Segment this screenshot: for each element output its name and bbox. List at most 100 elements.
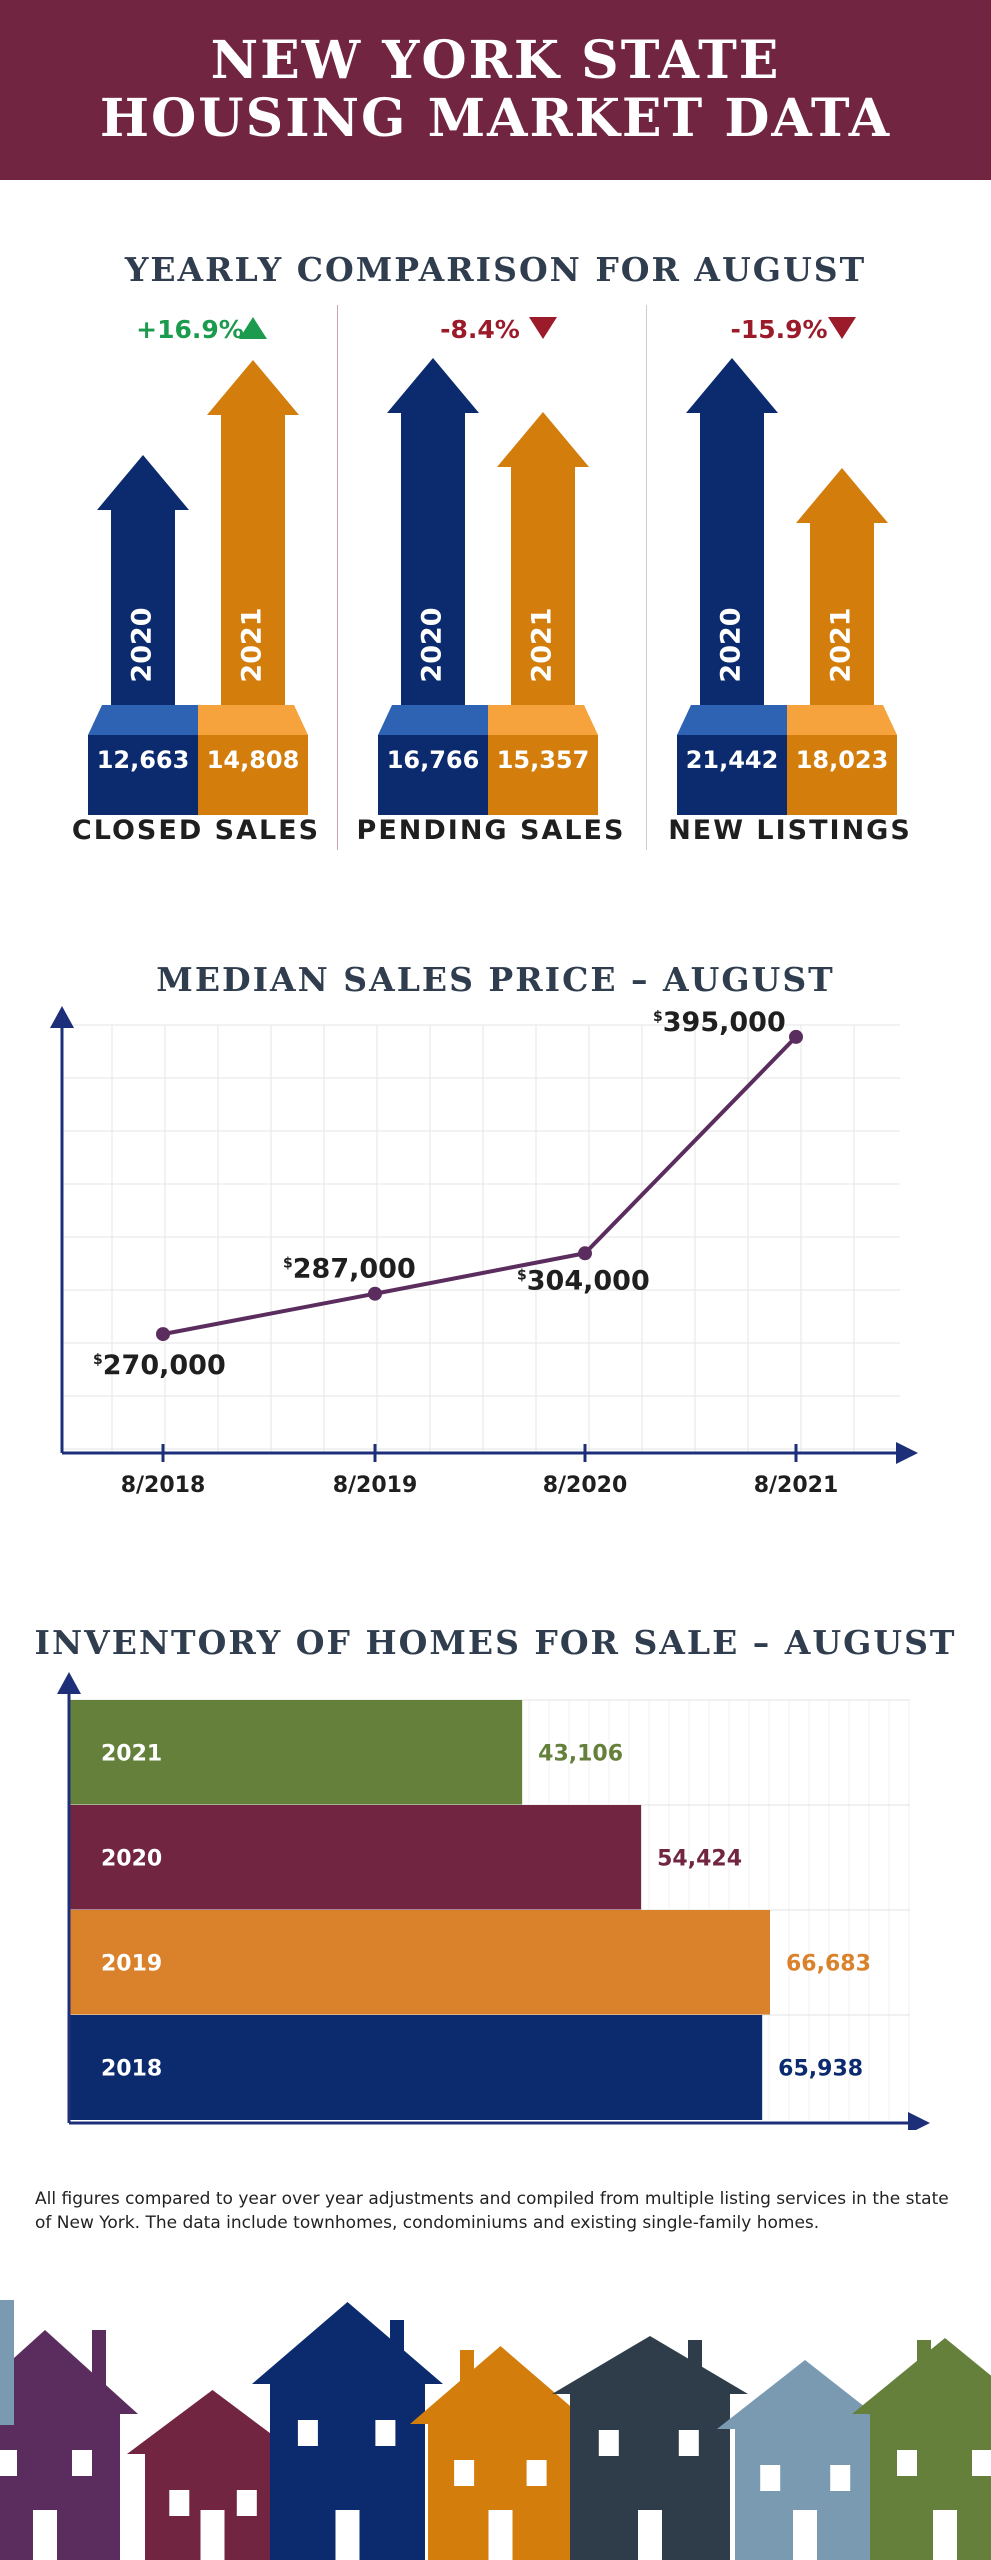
inventory-bar [69,1700,523,1805]
price-label: $304,000 [517,1265,650,1296]
chimney [0,2300,14,2425]
shelf-2021-new-listings [787,705,897,735]
triangle-down-icon [828,317,856,339]
block-2020-pending-sales [378,735,488,815]
x-axis-arrow-icon [896,1442,918,1464]
roof [852,2338,991,2414]
roof [252,2302,443,2384]
block-2021-new-listings [787,735,897,815]
roof [552,2336,748,2394]
x-tick-label: 8/2020 [543,1473,628,1498]
panel-name-closed-sales: CLOSED SALES [71,815,321,846]
roof [0,2330,138,2414]
roof [410,2346,591,2424]
median-price-chart: 8/2018 8/2019 8/2020 8/2021$270,000$287,000… [50,1006,918,1498]
inventory-title: INVENTORY OF HOMES FOR SALE – AUGUST [34,1623,957,1662]
block-2020-new-listings [677,735,787,815]
bar-value-label: 43,106 [538,1742,623,1767]
window [830,2465,851,2491]
window [526,2460,547,2486]
inventory-bar [69,1805,642,1910]
median-price-title: MEDIAN SALES PRICE – AUGUST [156,960,835,999]
value-2020-new-listings: 21,442 [686,746,779,774]
window [760,2465,781,2491]
title-line-1: NEW YORK STATE [210,30,781,91]
bar-category-label: 2020 [101,1847,162,1872]
price-value: 395,000 [663,1007,786,1038]
change-new-listings: -15.9% [730,315,827,344]
window [169,2490,190,2516]
door [335,2510,360,2560]
block-2021-closed-sales [198,735,308,815]
triangle-up-icon [239,317,267,339]
block-2021-pending-sales [488,735,598,815]
inventory-bar [69,1910,771,2015]
block-2020-closed-sales [88,735,198,815]
year-label-2021-closed-sales: 2021 [237,607,268,682]
year-label-2021-new-listings: 2021 [826,607,857,682]
year-label-2020-closed-sales: 2020 [127,607,158,682]
price-value: 304,000 [527,1265,650,1296]
value-2021-pending-sales: 15,357 [497,746,590,774]
title-line-2: HOUSING MARKET DATA [99,88,892,149]
triangle-down-icon [529,317,557,339]
data-point [789,1029,803,1044]
shelf-2020-pending-sales [378,705,488,735]
currency-symbol: $ [653,1009,663,1025]
inventory-bar [69,2015,763,2120]
x-tick-label: 8/2019 [333,1473,418,1498]
panel-divider-2 [646,305,647,850]
window [236,2490,257,2516]
price-value: 287,000 [293,1254,416,1285]
window [0,2450,17,2476]
data-point [156,1327,170,1342]
panel-name-pending-sales: PENDING SALES [356,815,626,846]
arrow-2021-new-listings [796,468,888,705]
door [638,2510,662,2560]
year-label-2020-pending-sales: 2020 [417,607,448,682]
window [375,2420,396,2446]
shelf-2021-pending-sales [488,705,598,735]
shelf-2021-closed-sales [198,705,308,735]
x-tick-label: 8/2021 [754,1473,839,1498]
houses-illustration [0,2300,991,2560]
value-2020-closed-sales: 12,663 [97,746,190,774]
data-point [368,1286,382,1301]
price-label: $270,000 [93,1350,226,1381]
bar-category-label: 2021 [101,1742,162,1767]
arrow-2020-closed-sales [97,455,189,705]
window [598,2430,619,2456]
price-value: 270,000 [103,1350,226,1381]
year-label-2020-new-listings: 2020 [716,607,747,682]
bar-value-label: 54,424 [657,1847,742,1872]
value-2020-pending-sales: 16,766 [387,746,480,774]
door [933,2510,957,2560]
door [33,2510,57,2560]
value-2021-closed-sales: 14,808 [207,746,300,774]
roof [717,2360,893,2429]
window [972,2450,991,2476]
y-axis-arrow-icon [50,1006,74,1028]
change-closed-sales: +16.9% [136,315,244,344]
y-axis-arrow-icon [57,1672,81,1694]
roof [127,2390,298,2454]
price-label: $287,000 [283,1254,416,1285]
price-line [162,1035,798,1337]
door [200,2510,225,2560]
currency-symbol: $ [93,1352,103,1368]
bar-category-label: 2019 [101,1952,162,1977]
value-2021-new-listings: 18,023 [796,746,889,774]
arrow-2021-closed-sales [207,360,299,705]
window [678,2430,699,2456]
inventory-chart: 2021 43,106 2020 54,424 2019 66,683 2018 65,938 [57,1672,930,2130]
panel-divider-1 [337,305,338,850]
arrow-2020-pending-sales [387,358,479,705]
house-purple [0,2410,120,2560]
page-title: NEW YORK STATE HOUSING MARKET DATA [0,32,991,148]
header-banner: NEW YORK STATE HOUSING MARKET DATA [0,0,991,180]
year-label-2021-pending-sales: 2021 [527,607,558,682]
arrow-2020-new-listings [686,358,778,705]
door [793,2510,817,2560]
data-point [578,1246,592,1261]
panel-name-new-listings: NEW LISTINGS [668,815,912,846]
